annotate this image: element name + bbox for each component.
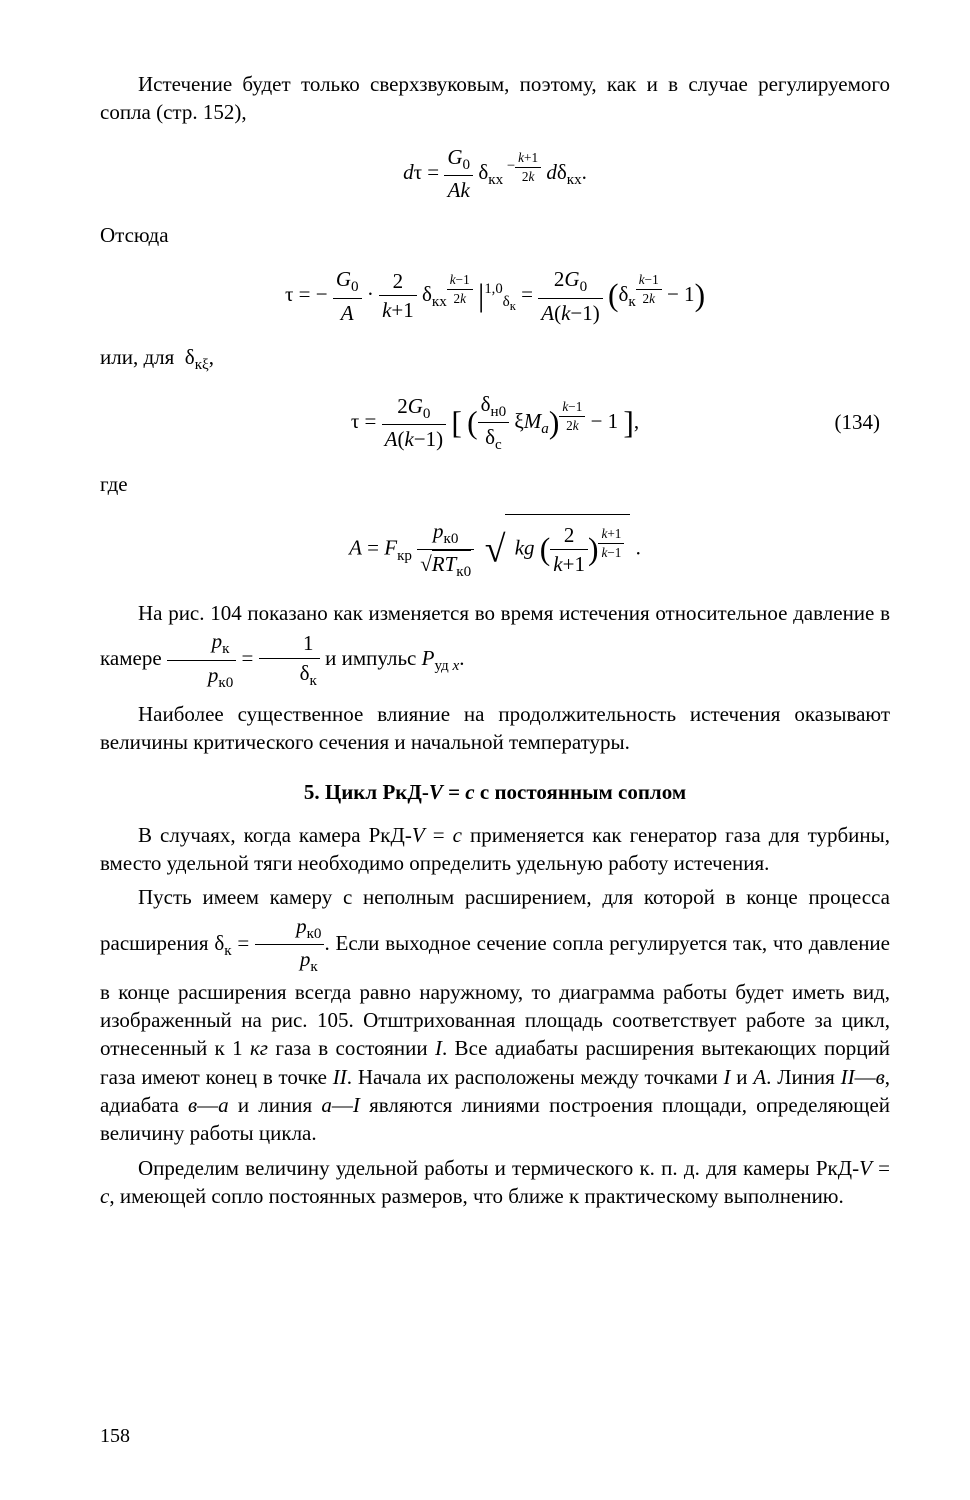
equation-134-row: τ = 2G0A(k−1) [ (δн0δc ξMa)k−12k − 1 ], … xyxy=(100,390,890,456)
paragraph-1: Истечение будет только сверхзвуковым, по… xyxy=(100,70,890,127)
paragraph-4: где xyxy=(100,470,890,498)
section-5-title: 5. Цикл РкД-V = c с постоянным соплом xyxy=(100,778,890,806)
equation-number-134: (134) xyxy=(835,408,881,436)
page-number: 158 xyxy=(100,1423,130,1450)
equation-A: A = Fкр pк0√RTк0 √ kg (2k+1)k+1k−1 . xyxy=(100,514,890,583)
paragraph-5: На рис. 104 показано как изменяется во в… xyxy=(100,599,890,694)
equation-tau-eval: τ = − G0A · 2k+1 δкxk−12k |1,0δк = 2G0A(… xyxy=(100,265,890,327)
paragraph-3: или, для δкξ, xyxy=(100,343,890,376)
equation-134: τ = 2G0A(k−1) [ (δн0δc ξMa)k−12k − 1 ], xyxy=(351,390,639,456)
equation-dtau: dτ = G0Ak δкx −k+12k dδкx. xyxy=(100,143,890,205)
paragraph-9: Определим величину удельной работы и тер… xyxy=(100,1154,890,1211)
paragraph-6: Наиболее существенное влияние на продолж… xyxy=(100,700,890,757)
paragraph-2: Отсюда xyxy=(100,221,890,249)
page: Истечение будет только сверхзвуковым, по… xyxy=(0,0,970,1500)
paragraph-8: Пусть имеем камеру с неполным расширение… xyxy=(100,883,890,1148)
paragraph-7: В случаях, когда камера РкД-V = c примен… xyxy=(100,821,890,878)
